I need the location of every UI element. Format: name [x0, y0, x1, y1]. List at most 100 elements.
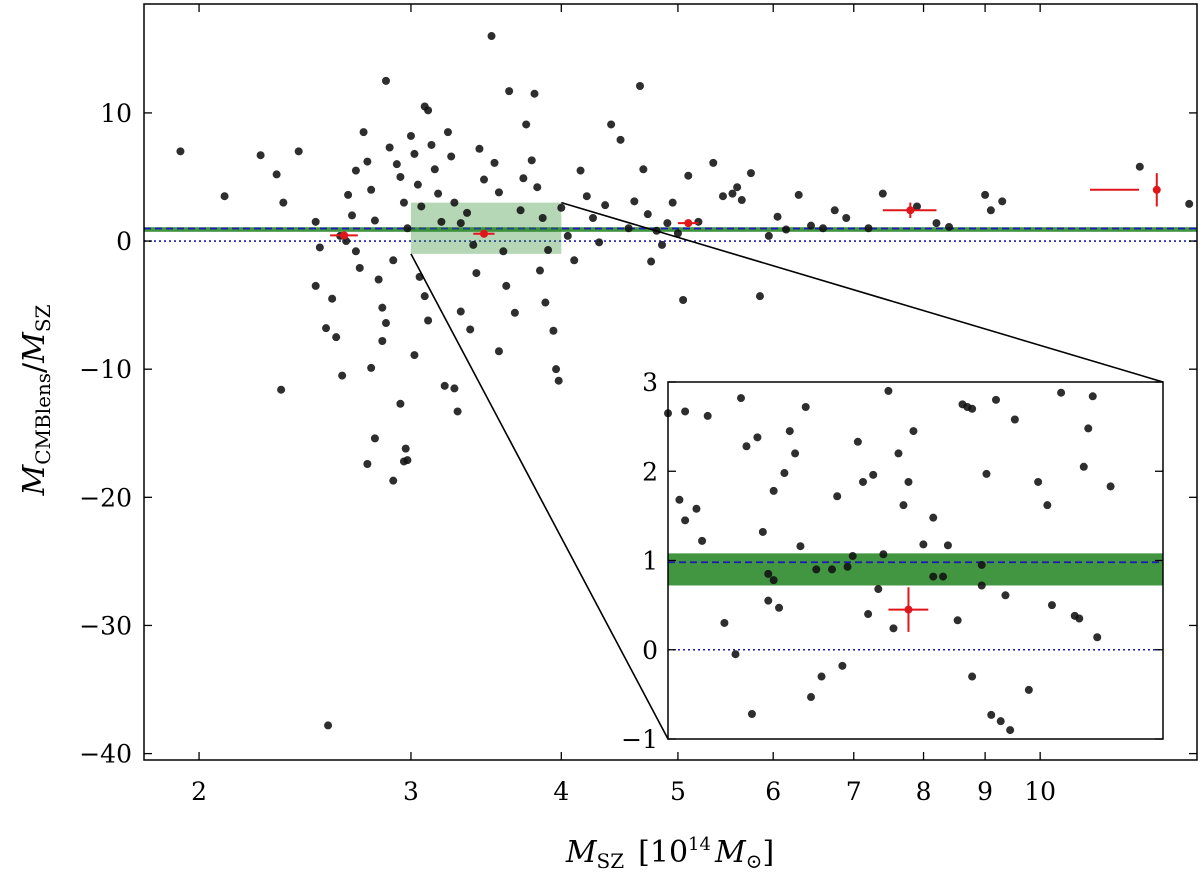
inset-scatter-point: [1084, 424, 1093, 433]
x-tick-label: 9: [977, 777, 993, 806]
inset-scatter-point: [769, 576, 778, 585]
scatter-point: [437, 217, 446, 226]
inset-scatter-point: [780, 469, 789, 478]
scatter-point: [864, 224, 873, 233]
inset-scatter-point: [769, 486, 778, 495]
inset-scatter-point: [1057, 388, 1066, 397]
inset-plot: 3 2 1 0 −1: [410, 201, 1164, 754]
scatter-point: [945, 222, 954, 231]
inset-scatter-point: [869, 470, 878, 479]
x-tick-label: 2: [191, 777, 207, 806]
scatter-point: [443, 128, 452, 137]
scatter-point: [576, 166, 585, 175]
scatter-point: [755, 292, 764, 301]
scatter-point: [367, 363, 376, 372]
scatter-point: [541, 298, 550, 307]
inset-scatter-point: [747, 710, 756, 719]
scatter-point: [522, 120, 531, 129]
scatter-point: [487, 32, 496, 41]
binned-point: [684, 219, 693, 228]
inset-scatter-point: [991, 395, 1000, 404]
scatter-point: [381, 76, 390, 85]
scatter-point: [328, 294, 337, 303]
inset-scatter-point: [817, 672, 826, 681]
scatter-point: [413, 180, 422, 189]
inset-y-tick-label: −1: [621, 725, 658, 754]
scatter-point: [658, 240, 667, 249]
scatter-point: [668, 198, 677, 207]
scatter-point: [311, 281, 320, 290]
scatter-point: [830, 206, 839, 215]
scatter-point: [746, 169, 755, 178]
scatter-point: [494, 347, 503, 356]
scatter-point: [607, 120, 616, 129]
scatter-point: [430, 165, 439, 174]
scatter-point: [842, 213, 851, 222]
scatter-point: [480, 175, 489, 184]
scatter-point: [456, 219, 465, 228]
scatter-point: [494, 188, 503, 197]
scatter-point: [469, 240, 478, 249]
scatter-point: [475, 144, 484, 153]
inset-scatter-point: [675, 495, 684, 504]
scatter-point: [389, 256, 398, 265]
scatter-point: [794, 190, 803, 199]
scatter-point: [351, 247, 360, 256]
inset-scatter-point: [894, 449, 903, 458]
y-tick-label: −40: [79, 740, 132, 769]
scatter-point: [381, 319, 390, 328]
scatter-point: [220, 192, 229, 201]
scatter-point: [878, 189, 887, 198]
scatter-point: [453, 407, 462, 416]
scatter-point: [324, 721, 333, 730]
x-tick-label: 10: [1024, 777, 1056, 806]
scatter-point: [647, 257, 656, 266]
inset-scatter-point: [742, 442, 751, 451]
scatter-point: [643, 210, 652, 219]
scatter-point: [549, 326, 558, 335]
scatter-point: [279, 198, 288, 207]
scatter-point: [684, 171, 693, 180]
inset-scatter-point: [899, 501, 908, 510]
inset-scatter-point: [853, 437, 862, 446]
scatter-point: [403, 456, 412, 465]
scatter-point: [463, 208, 472, 217]
scatter-point: [424, 316, 433, 325]
y-axis-label: MCMBlens/MSZ: [17, 304, 55, 496]
scatter-point: [344, 190, 353, 199]
inset-scatter-point: [681, 516, 690, 525]
scatter-point: [499, 247, 508, 256]
inset-scatter-point: [764, 596, 773, 605]
inset-scatter-point: [827, 565, 836, 574]
scatter-point: [466, 325, 475, 334]
inset-scatter-point: [1093, 633, 1102, 642]
inset-scatter-point: [698, 536, 707, 545]
scatter-point: [505, 87, 514, 96]
scatter-point: [348, 211, 357, 220]
inset-scatter-point: [681, 407, 690, 416]
scatter-point: [1185, 199, 1194, 208]
inset-scatter-point: [977, 581, 986, 590]
scatter-point: [516, 206, 525, 215]
inset-scatter-point: [1034, 477, 1043, 486]
inset-scatter-point: [929, 572, 938, 581]
scatter-point: [363, 157, 372, 166]
inset-scatter-point: [796, 542, 805, 551]
inset-scatter-point: [1043, 501, 1052, 510]
scatter-point: [389, 476, 398, 485]
plot-frame: [143, 3, 1198, 761]
scatter-point: [806, 221, 815, 230]
scatter-point: [456, 307, 465, 316]
scatter-point: [673, 229, 682, 238]
inset-scatter-point: [858, 477, 867, 486]
scatter-point: [510, 308, 519, 317]
inset-connector: [410, 253, 669, 740]
scatter-point: [447, 152, 456, 161]
scatter-point: [322, 324, 331, 333]
inset-scatter-point: [1088, 392, 1097, 401]
x-tick-label: 3: [403, 777, 419, 806]
inset-scatter-point: [720, 618, 729, 627]
inset-scatter-point: [982, 469, 991, 478]
scatter-point: [450, 198, 459, 207]
